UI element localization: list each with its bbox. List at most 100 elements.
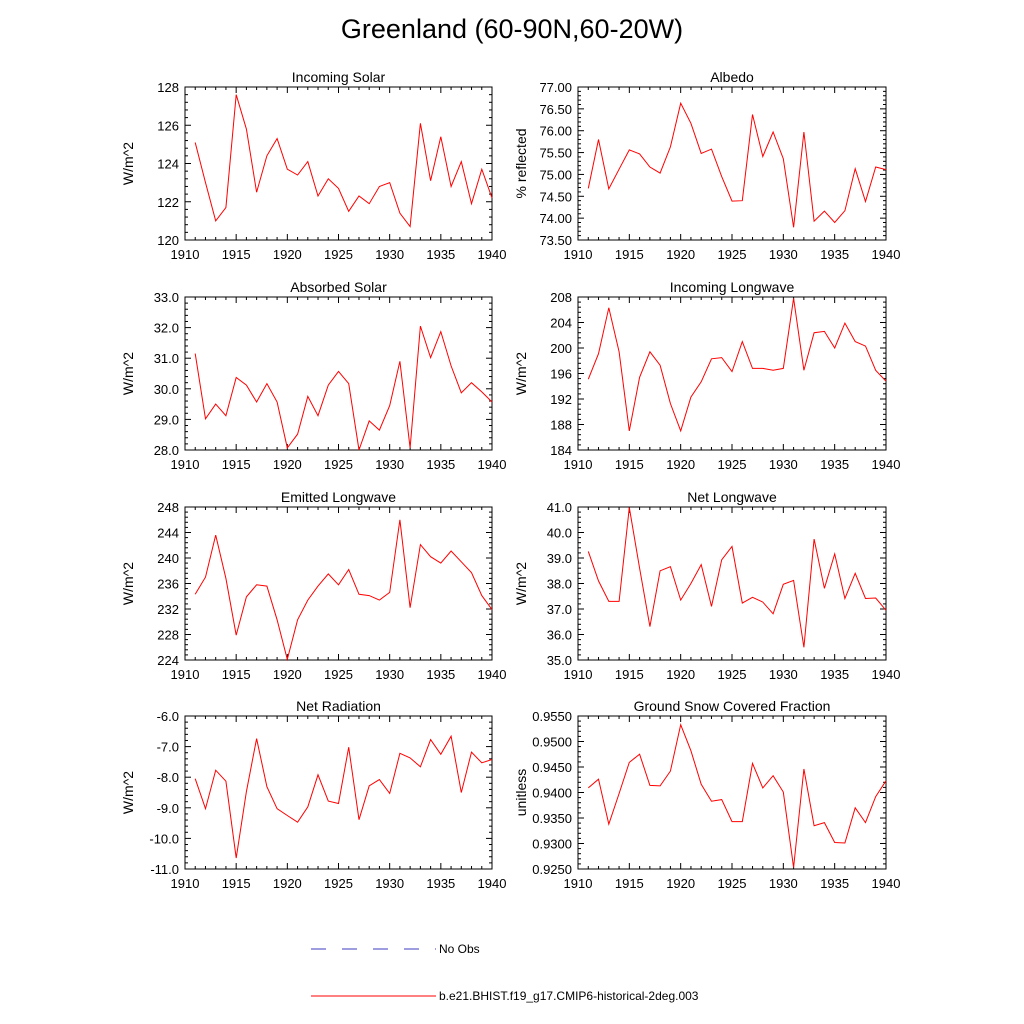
x-tick-label: 1910 <box>171 667 200 682</box>
y-tick-label: 188 <box>550 418 572 433</box>
y-tick-label: 74.50 <box>539 189 572 204</box>
x-tick-label: 1925 <box>718 457 747 472</box>
y-tick-label: 224 <box>157 653 179 668</box>
figure-title: Greenland (60-90N,60-20W) <box>340 14 684 44</box>
y-tick-label: 126 <box>157 118 179 133</box>
y-tick-label: 228 <box>157 628 179 643</box>
y-tick-label: 37.0 <box>547 602 572 617</box>
x-tick-label: 1930 <box>769 247 798 262</box>
y-tick-label: 0.9450 <box>532 760 572 775</box>
y-tick-label: -6.0 <box>157 709 179 724</box>
x-tick-label: 1930 <box>769 876 798 891</box>
y-axis-label: W/m^2 <box>120 352 136 395</box>
y-tick-label: 35.0 <box>547 653 572 668</box>
legend-no-obs-label: No Obs <box>439 942 480 956</box>
legend-no-obs-line <box>311 948 436 950</box>
x-tick-label: 1940 <box>478 247 507 262</box>
y-tick-label: 192 <box>550 392 572 407</box>
y-tick-label: 76.50 <box>539 102 572 117</box>
x-tick-label: 1915 <box>615 876 644 891</box>
x-tick-label: 1935 <box>426 247 455 262</box>
y-tick-label: 33.0 <box>154 290 179 305</box>
panel-title: Absorbed Solar <box>290 279 387 295</box>
y-tick-label: 204 <box>550 316 572 331</box>
y-tick-label: 232 <box>157 602 179 617</box>
y-axis-label: % reflected <box>513 128 529 198</box>
panel-title: Incoming Longwave <box>670 279 795 295</box>
y-tick-label: 32.0 <box>154 321 179 336</box>
x-tick-label: 1910 <box>171 457 200 472</box>
y-tick-label: 240 <box>157 551 179 566</box>
x-tick-label: 1925 <box>718 247 747 262</box>
y-tick-label: -11.0 <box>150 862 179 877</box>
y-tick-label: 208 <box>550 290 572 305</box>
y-tick-label: 0.9500 <box>532 735 572 750</box>
x-tick-label: 1910 <box>564 457 593 472</box>
panel-frame <box>577 715 887 870</box>
x-tick-label: 1915 <box>615 457 644 472</box>
y-tick-label: 77.00 <box>539 80 572 95</box>
panel-frame <box>577 506 887 661</box>
panel-title: Net Radiation <box>296 698 381 714</box>
panel-frame <box>184 296 493 451</box>
y-tick-label: 0.9400 <box>532 786 572 801</box>
x-tick-label: 1920 <box>666 457 695 472</box>
x-tick-label: 1925 <box>718 876 747 891</box>
x-tick-label: 1915 <box>222 667 251 682</box>
x-tick-label: 1920 <box>666 247 695 262</box>
x-tick-label: 1940 <box>478 667 507 682</box>
x-tick-label: 1930 <box>769 667 798 682</box>
x-tick-label: 1920 <box>666 876 695 891</box>
series-line-1 <box>194 519 493 662</box>
panel-6: Net Longwave W/m^2 1910 1915 1920 1925 1930 193… <box>513 489 900 682</box>
y-tick-label: 236 <box>157 577 179 592</box>
panel-title: Emitted Longwave <box>281 489 396 505</box>
y-axis-label: W/m^2 <box>120 562 136 605</box>
y-tick-label: 39.0 <box>547 551 572 566</box>
x-tick-label: 1930 <box>375 876 404 891</box>
x-tick-label: 1935 <box>426 457 455 472</box>
x-tick-label: 1910 <box>171 876 200 891</box>
y-tick-label: 248 <box>157 500 179 515</box>
x-tick-label: 1930 <box>375 247 404 262</box>
y-tick-label: 28.0 <box>154 443 179 458</box>
x-tick-label: 1915 <box>615 667 644 682</box>
series-line-1 <box>194 94 493 228</box>
x-tick-label: 1925 <box>324 247 353 262</box>
series-line-1 <box>587 722 887 868</box>
y-tick-label: 122 <box>157 195 179 210</box>
y-tick-label: 0.9300 <box>532 837 572 852</box>
y-tick-label: 41.0 <box>547 500 572 515</box>
panel-4: Incoming Longwave W/m^2 1910 1915 1920 1925 19… <box>513 279 900 472</box>
y-tick-label: 74.00 <box>539 211 572 226</box>
y-tick-label: -9.0 <box>157 801 179 816</box>
y-tick-label: 36.0 <box>547 628 572 643</box>
series-line-1 <box>194 325 493 451</box>
x-tick-label: 1935 <box>426 667 455 682</box>
x-tick-label: 1915 <box>615 247 644 262</box>
x-tick-label: 1915 <box>222 247 251 262</box>
panel-5: Emitted Longwave W/m^2 1910 1915 1920 1925 193… <box>120 489 506 682</box>
x-tick-label: 1910 <box>564 247 593 262</box>
series-line-1 <box>587 298 887 433</box>
x-tick-label: 1925 <box>324 457 353 472</box>
panel-title: Albedo <box>710 69 754 85</box>
y-tick-label: 244 <box>157 526 179 541</box>
y-tick-label: 120 <box>157 233 179 248</box>
x-tick-label: 1940 <box>478 876 507 891</box>
x-tick-label: 1940 <box>872 247 901 262</box>
x-tick-label: 1920 <box>273 876 302 891</box>
x-tick-label: 1920 <box>666 667 695 682</box>
x-tick-label: 1920 <box>273 667 302 682</box>
legend-model-label: b.e21.BHIST.f19_g17.CMIP6-historical-2de… <box>439 989 699 1003</box>
panel-8: Ground Snow Covered Fraction unitless 1910… <box>513 698 900 891</box>
y-tick-label: 0.9250 <box>532 862 572 877</box>
panel-title: Ground Snow Covered Fraction <box>634 698 831 714</box>
panel-2: Albedo % reflected 1910 1915 1920 1925 1930 193… <box>513 69 900 262</box>
y-tick-label: 200 <box>550 341 572 356</box>
y-tick-label: -7.0 <box>157 740 179 755</box>
x-tick-label: 1910 <box>564 876 593 891</box>
y-tick-label: -10.0 <box>149 831 179 846</box>
x-tick-label: 1930 <box>375 457 404 472</box>
x-tick-label: 1935 <box>820 876 849 891</box>
